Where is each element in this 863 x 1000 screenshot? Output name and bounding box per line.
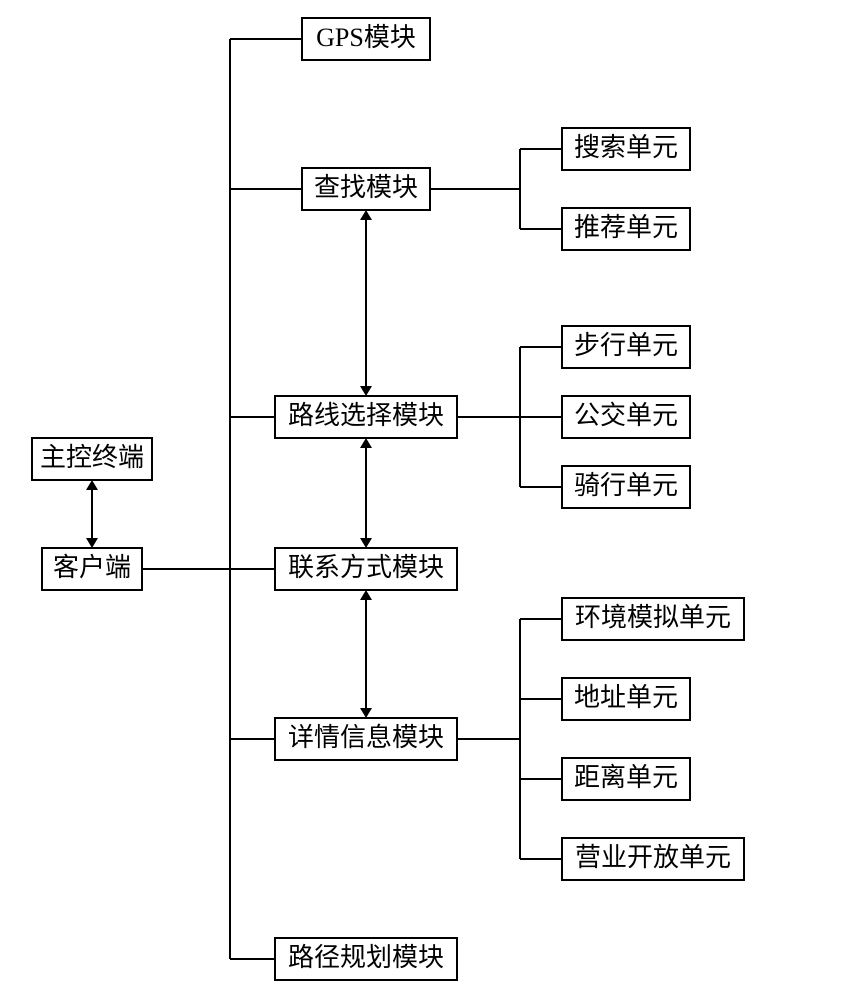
node-dist: 距离单元 — [562, 758, 690, 800]
node-client: 客户端 — [42, 548, 142, 590]
node-detail_mod: 详情信息模块 — [275, 718, 457, 760]
node-label-master: 主控终端 — [40, 443, 144, 472]
node-route_mod: 路线选择模块 — [275, 396, 457, 438]
node-label-gps: GPS模块 — [316, 23, 416, 52]
node-label-recommend: 推荐单元 — [574, 213, 678, 242]
node-label-bus: 公交单元 — [574, 401, 678, 430]
node-label-path_mod: 路径规划模块 — [288, 943, 444, 972]
node-label-bike: 骑行单元 — [574, 471, 678, 500]
node-open: 营业开放单元 — [562, 838, 744, 880]
node-label-contact_mod: 联系方式模块 — [288, 553, 444, 582]
node-search_mod: 查找模块 — [302, 168, 430, 210]
node-walk: 步行单元 — [562, 326, 690, 368]
node-label-detail_mod: 详情信息模块 — [288, 723, 444, 752]
node-label-walk: 步行单元 — [574, 331, 678, 360]
node-path_mod: 路径规划模块 — [275, 938, 457, 980]
node-master: 主控终端 — [32, 438, 152, 480]
node-contact_mod: 联系方式模块 — [275, 548, 457, 590]
node-label-dist: 距离单元 — [574, 763, 678, 792]
node-addr: 地址单元 — [562, 678, 690, 720]
node-label-open: 营业开放单元 — [575, 843, 731, 872]
node-bus: 公交单元 — [562, 396, 690, 438]
node-label-client: 客户端 — [53, 553, 131, 582]
node-search_unit: 搜索单元 — [562, 128, 690, 170]
node-label-search_unit: 搜索单元 — [574, 133, 678, 162]
node-label-env: 环境模拟单元 — [575, 603, 731, 632]
node-label-search_mod: 查找模块 — [314, 173, 418, 202]
node-gps: GPS模块 — [302, 18, 430, 60]
system-diagram: 主控终端客户端 GPS模块查找模块路线选择模块联系方式模块详情信息模块路径规划模块… — [0, 0, 863, 1000]
node-env: 环境模拟单元 — [562, 598, 744, 640]
node-label-route_mod: 路线选择模块 — [288, 401, 444, 430]
node-recommend: 推荐单元 — [562, 208, 690, 250]
node-bike: 骑行单元 — [562, 466, 690, 508]
node-label-addr: 地址单元 — [574, 683, 678, 712]
